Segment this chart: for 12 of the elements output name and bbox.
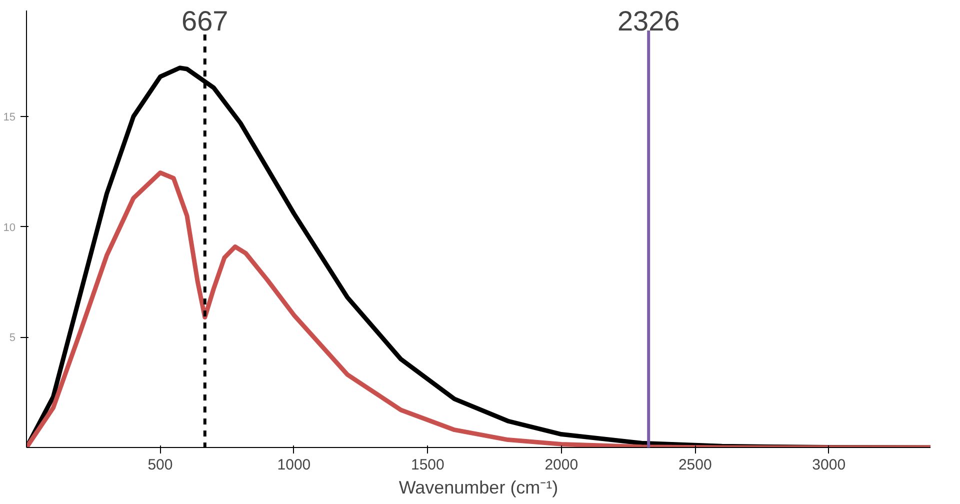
- x-axis-title: Wavenumber (cm⁻¹): [398, 478, 558, 498]
- ref-line-label: 2326: [617, 6, 680, 36]
- x-tick-label: 3000: [812, 456, 846, 474]
- y-tick-label: 15: [3, 111, 16, 124]
- ref-line-label: 667: [182, 6, 228, 36]
- y-tick-label: 10: [3, 222, 16, 234]
- y-tick-label: 5: [9, 332, 16, 344]
- x-tick-label: 1500: [411, 456, 444, 474]
- x-tick-label: 1000: [277, 456, 311, 474]
- x-tick-label: 2500: [678, 456, 712, 474]
- x-tick-label: 2000: [544, 456, 578, 474]
- x-tick-label: 500: [148, 456, 173, 474]
